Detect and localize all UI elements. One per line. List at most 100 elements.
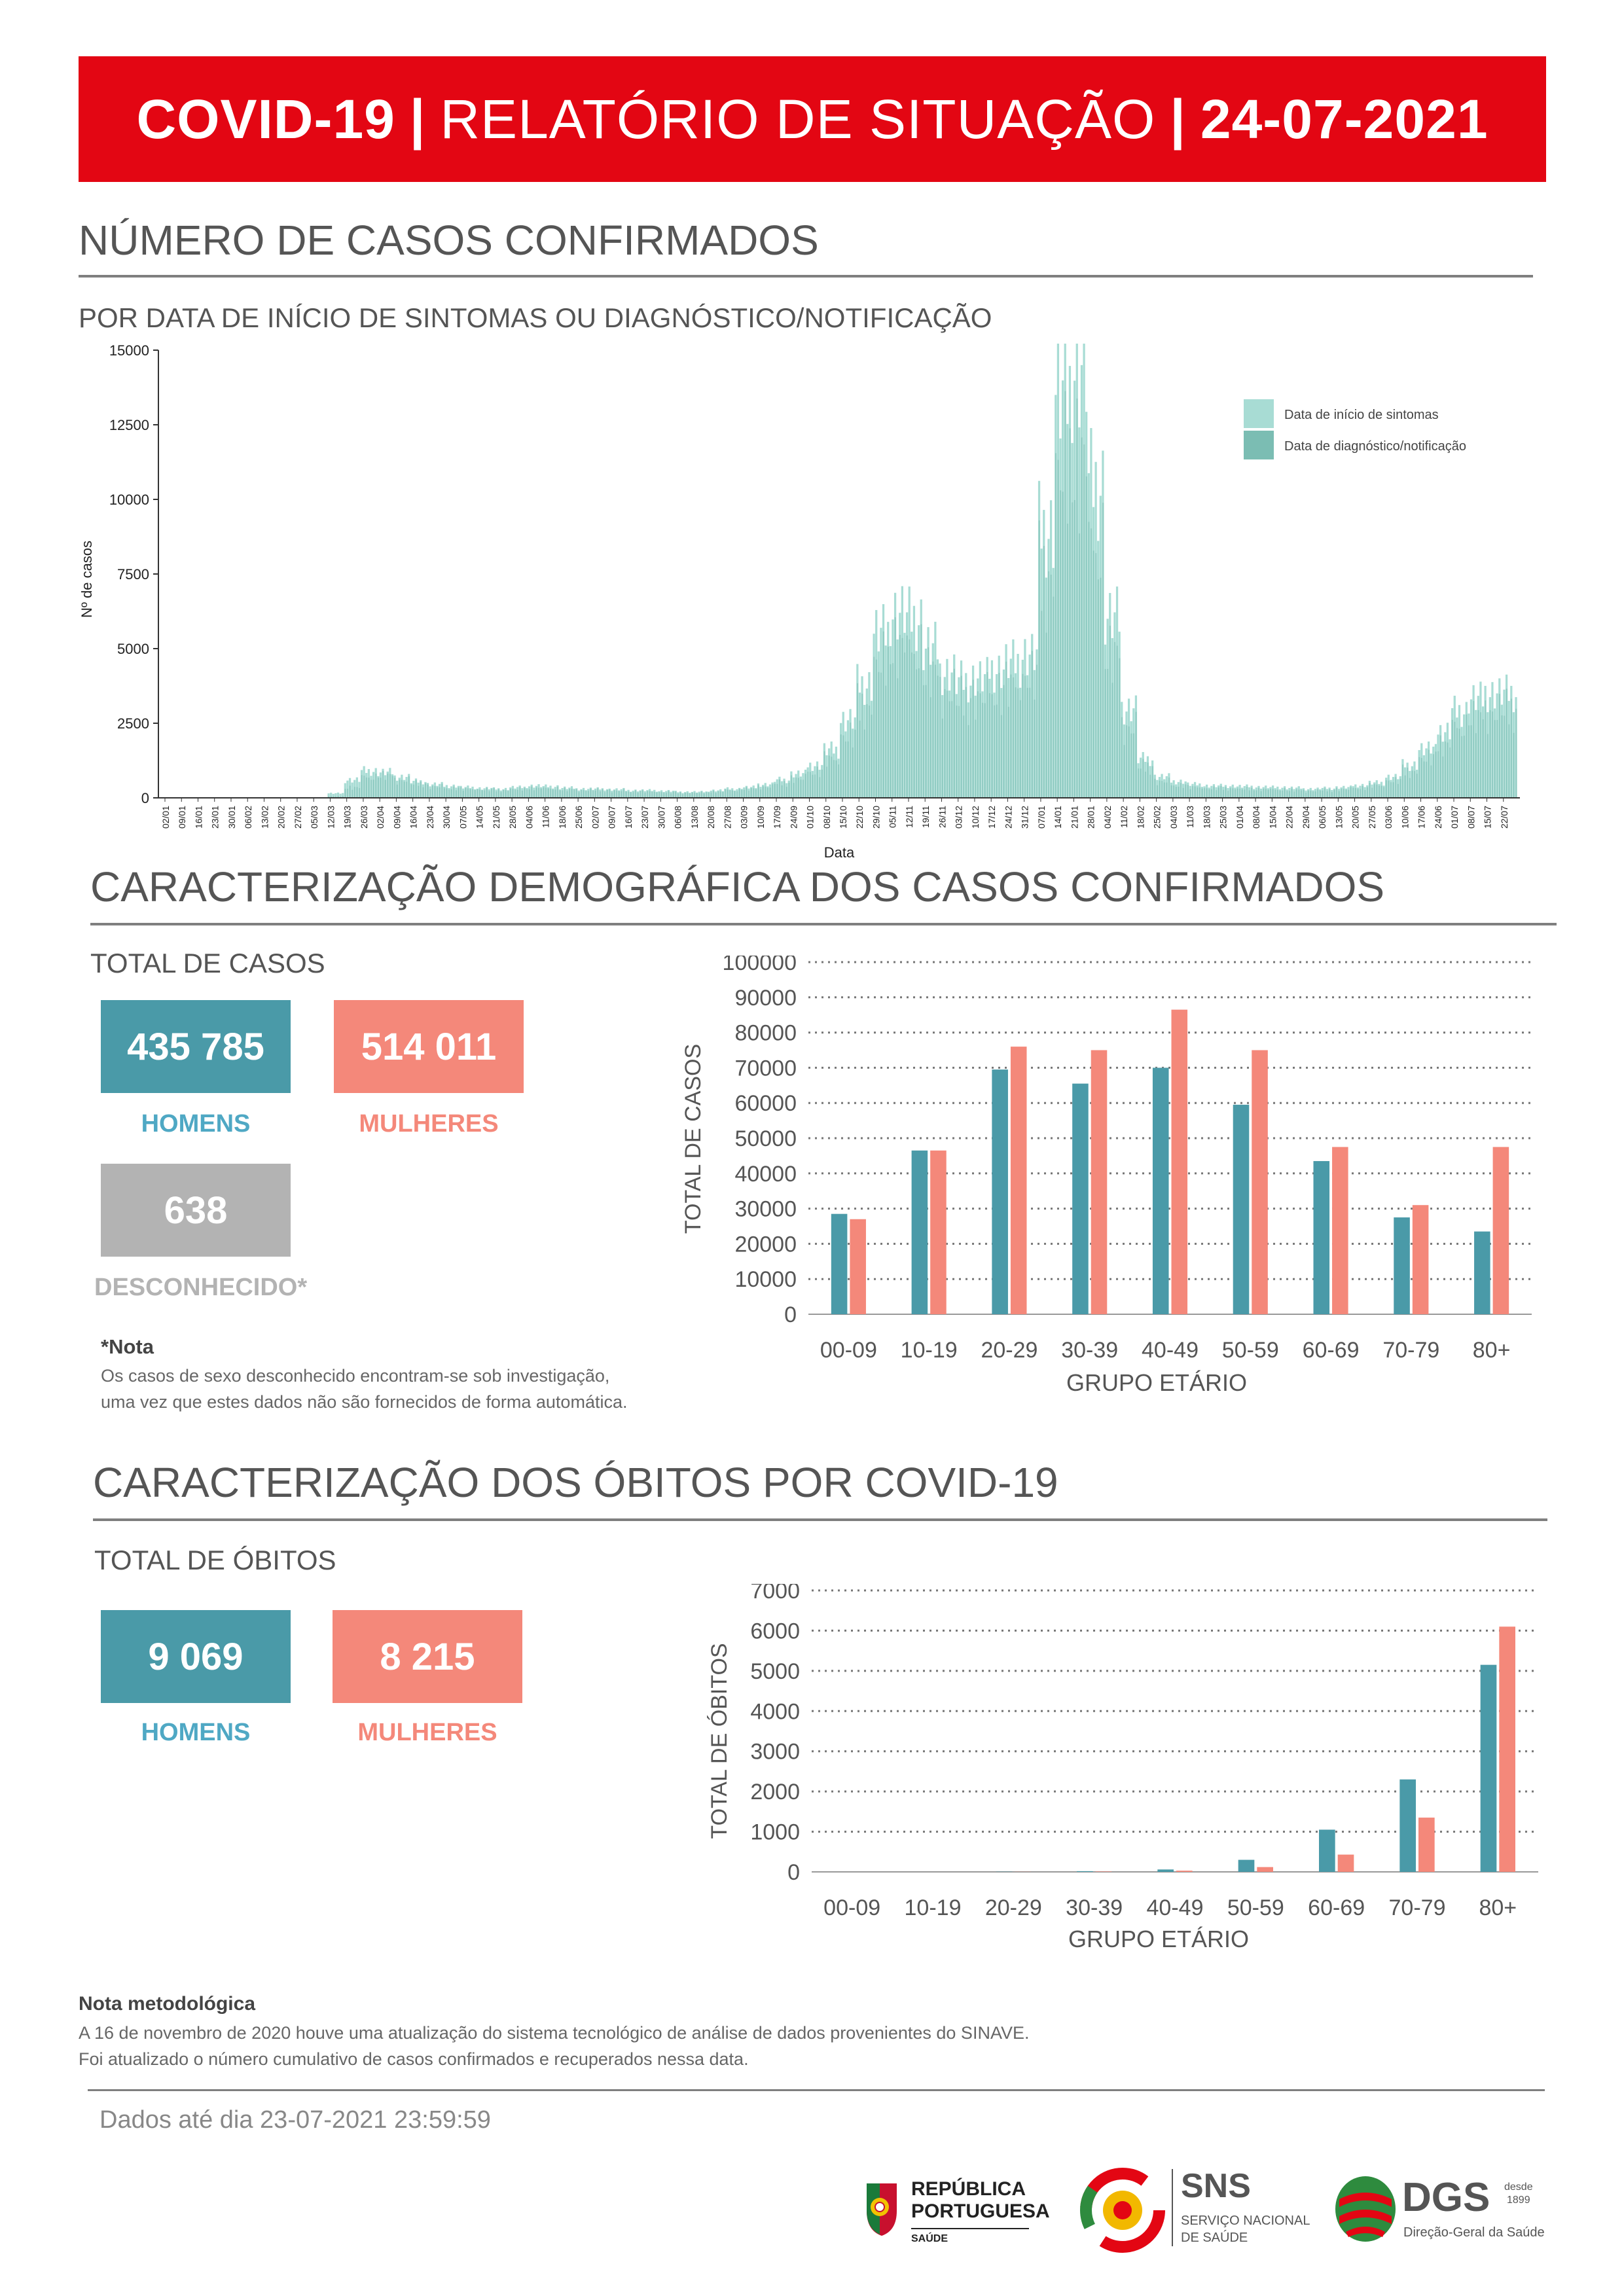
epi-bar-diagnosis bbox=[1454, 721, 1456, 798]
epi-bar-diagnosis bbox=[1062, 492, 1064, 798]
sns-line2: DE SAÚDE bbox=[1181, 2231, 1248, 2245]
epi-bar-diagnosis bbox=[1508, 724, 1510, 798]
epi-bar-diagnosis bbox=[941, 718, 943, 798]
epi-bar-diagnosis bbox=[401, 780, 403, 798]
epi-bar-diagnosis bbox=[328, 796, 330, 798]
epi-bar-diagnosis bbox=[441, 783, 443, 798]
epi-y-tick-label: 2500 bbox=[117, 715, 149, 732]
epi-bar-diagnosis bbox=[1123, 745, 1125, 798]
epi-bar-diagnosis bbox=[925, 685, 927, 798]
epi-bar-symptoms bbox=[332, 793, 334, 798]
portugal-flag-icon bbox=[867, 2183, 897, 2236]
cases-bar-women bbox=[1332, 1147, 1348, 1314]
cases-category-label: 70-79 bbox=[1382, 1338, 1439, 1363]
epi-bar-diagnosis bbox=[573, 789, 575, 798]
epi-y-tick-label: 0 bbox=[141, 790, 149, 806]
epi-bar-diagnosis bbox=[1319, 790, 1321, 798]
cases-y-tick-label: 10000 bbox=[734, 1267, 797, 1292]
epi-bar-diagnosis bbox=[1293, 791, 1295, 798]
epi-bar-diagnosis bbox=[897, 678, 899, 798]
epi-x-tick-label: 24/06 bbox=[1433, 806, 1443, 829]
epi-x-tick-label: 19/03 bbox=[342, 806, 353, 829]
epi-bar-diagnosis bbox=[1100, 577, 1102, 798]
epi-bar-diagnosis bbox=[1201, 788, 1203, 798]
epi-bar-diagnosis bbox=[1053, 596, 1055, 798]
epi-bar-diagnosis bbox=[382, 770, 384, 798]
cases-bar-women bbox=[1171, 1009, 1188, 1314]
epi-y-tick-label: 5000 bbox=[117, 641, 149, 657]
epi-bar-diagnosis bbox=[717, 791, 719, 798]
epi-bar-diagnosis bbox=[651, 791, 653, 798]
men-cases-box: 435 785 bbox=[101, 1000, 291, 1093]
epi-bar-diagnosis bbox=[1154, 778, 1156, 798]
epi-x-tick-label: 11/03 bbox=[1185, 806, 1195, 828]
epi-bar-diagnosis bbox=[1244, 789, 1246, 798]
epi-bar-diagnosis bbox=[1510, 698, 1513, 798]
epi-bar-diagnosis bbox=[984, 703, 986, 798]
epi-bar-diagnosis bbox=[1300, 790, 1303, 798]
epi-bar-diagnosis bbox=[490, 789, 493, 798]
epi-bar-diagnosis bbox=[1444, 741, 1447, 798]
epi-bar-diagnosis bbox=[856, 683, 859, 798]
epi-bar-diagnosis bbox=[1076, 398, 1078, 798]
epi-bar-diagnosis bbox=[1350, 787, 1352, 798]
epi-bar-diagnosis bbox=[679, 792, 681, 798]
epi-bar-diagnosis bbox=[904, 652, 906, 798]
epi-bar-diagnosis bbox=[1022, 673, 1024, 798]
epi-bar-diagnosis bbox=[939, 677, 941, 798]
epi-bar-diagnosis bbox=[458, 787, 460, 798]
epi-bar-diagnosis bbox=[1239, 788, 1241, 798]
epi-x-tick-label: 21/01 bbox=[1069, 806, 1079, 829]
epi-bar-diagnosis bbox=[1007, 706, 1009, 798]
epi-bar-diagnosis bbox=[743, 789, 746, 798]
epi-bar-diagnosis bbox=[1140, 768, 1142, 798]
epi-bar-diagnosis bbox=[712, 790, 715, 798]
deaths-y-tick-label: 0 bbox=[787, 1860, 800, 1885]
epi-bar-diagnosis bbox=[1005, 661, 1007, 798]
deaths-y-tick-label: 4000 bbox=[750, 1699, 800, 1724]
banner-title-report: RELATÓRIO DE SITUAÇÃO bbox=[440, 88, 1156, 150]
epi-bar-diagnosis bbox=[1126, 725, 1128, 798]
epi-x-tick-label: 26/11 bbox=[937, 806, 947, 828]
dgs-subtitle: Direção-Geral da Saúde bbox=[1403, 2225, 1545, 2240]
epi-bar-diagnosis bbox=[649, 791, 651, 798]
epi-bar-diagnosis bbox=[1156, 785, 1159, 798]
epi-bar-diagnosis bbox=[389, 774, 391, 798]
epi-bar-diagnosis bbox=[1482, 719, 1484, 798]
epi-bar-diagnosis bbox=[1463, 736, 1465, 798]
epi-bar-diagnosis bbox=[481, 790, 483, 798]
unknown-cases-value: 638 bbox=[164, 1189, 228, 1232]
cases-y-tick-label: 100000 bbox=[723, 956, 797, 975]
epi-bar-diagnosis bbox=[1378, 785, 1380, 798]
epi-bar-symptoms bbox=[336, 792, 340, 798]
epi-bar-diagnosis bbox=[1144, 772, 1147, 798]
epi-bar-diagnosis bbox=[1312, 791, 1314, 798]
cases-y-tick-label: 30000 bbox=[734, 1197, 797, 1222]
men-deaths-box: 9 069 bbox=[101, 1610, 291, 1703]
epi-bar-diagnosis bbox=[951, 701, 953, 798]
cases-bar-men bbox=[1233, 1104, 1250, 1314]
epi-bar-diagnosis bbox=[484, 790, 486, 798]
epi-bar-diagnosis bbox=[543, 787, 545, 798]
epi-bar-symptoms bbox=[334, 793, 337, 798]
epi-bar-diagnosis bbox=[892, 663, 894, 798]
epi-bar-diagnosis bbox=[1274, 789, 1276, 798]
epi-bar-diagnosis bbox=[587, 791, 590, 798]
epi-bar-diagnosis bbox=[894, 617, 896, 798]
epi-bar-diagnosis bbox=[1189, 789, 1191, 798]
epi-bar-diagnosis bbox=[1341, 789, 1343, 798]
epi-bar-diagnosis bbox=[368, 778, 370, 798]
epi-bar-diagnosis bbox=[547, 788, 549, 798]
epi-bar-diagnosis bbox=[781, 785, 783, 798]
epi-bar-diagnosis bbox=[750, 788, 752, 798]
epi-x-tick-label: 27/05 bbox=[1367, 806, 1377, 829]
epi-bar-diagnosis bbox=[1449, 747, 1451, 798]
epi-bar-diagnosis bbox=[566, 791, 568, 798]
epi-bar-diagnosis bbox=[1178, 786, 1180, 798]
epi-bar-symptoms bbox=[339, 793, 342, 798]
epi-bar-diagnosis bbox=[1414, 771, 1416, 798]
logo-republica-line3: SAÚDE bbox=[911, 2233, 948, 2244]
note-line-2: uma vez que estes dados não são fornecid… bbox=[101, 1392, 628, 1412]
epi-bar-diagnosis bbox=[823, 751, 825, 798]
epi-bar-diagnosis bbox=[1229, 788, 1231, 798]
